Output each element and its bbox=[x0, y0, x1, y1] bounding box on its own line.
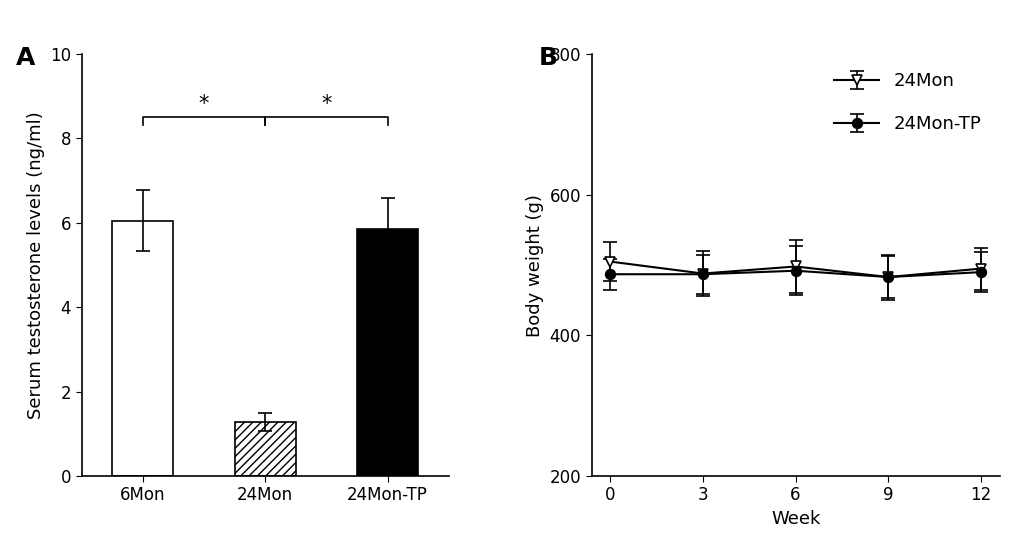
Bar bbox=[357, 229, 418, 476]
Y-axis label: Serum testosterone levels (ng/ml): Serum testosterone levels (ng/ml) bbox=[26, 111, 45, 419]
Legend: 24Mon, 24Mon-TP: 24Mon, 24Mon-TP bbox=[824, 63, 989, 142]
X-axis label: Week: Week bbox=[770, 510, 819, 528]
Text: A: A bbox=[15, 45, 35, 70]
Text: B: B bbox=[538, 45, 557, 70]
Bar bbox=[112, 221, 173, 476]
Text: *: * bbox=[321, 94, 331, 114]
Bar bbox=[234, 422, 296, 476]
Text: *: * bbox=[199, 94, 209, 114]
Y-axis label: Body weight (g): Body weight (g) bbox=[526, 194, 543, 337]
